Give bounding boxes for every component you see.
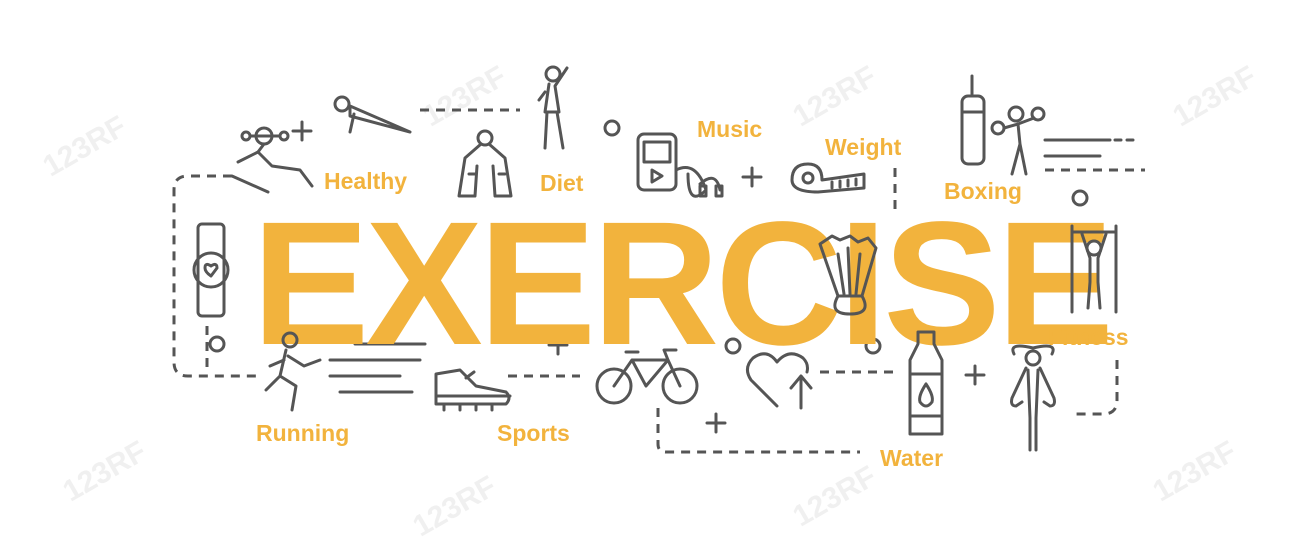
jump-rope-icon: [1004, 344, 1062, 456]
shuttlecock-icon: [818, 234, 880, 318]
label-diet: Diet: [540, 170, 584, 196]
stretching-person-icon: [535, 60, 579, 154]
music-player-icon: [636, 130, 730, 210]
hand-grip-icon: [455, 126, 515, 200]
label-music: Music: [697, 116, 763, 142]
push-up-icon: [330, 92, 416, 140]
label-healthy: Healthy: [324, 168, 408, 194]
water-bottle-icon: [904, 330, 948, 440]
measuring-tape-icon: [788, 158, 868, 200]
page-title: EXERCISE: [252, 186, 1114, 382]
label-fitness: Fitness: [1048, 324, 1129, 350]
punching-bag-icon: [958, 74, 988, 168]
label-weight: Weight: [825, 134, 902, 160]
running-person-icon: [260, 330, 328, 414]
pull-up-bar-icon: [1068, 222, 1120, 314]
smart-watch-icon: [188, 222, 236, 318]
bench-press-icon: [228, 122, 318, 200]
label-sports: Sports: [497, 420, 570, 446]
boxer-icon: [986, 104, 1050, 176]
label-running: Running: [256, 420, 350, 446]
label-water: Water: [880, 445, 944, 471]
bicycle-icon: [594, 344, 702, 408]
sneaker-icon: [430, 364, 514, 412]
heart-rate-icon: [743, 346, 819, 416]
label-boxing: Boxing: [944, 178, 1022, 204]
